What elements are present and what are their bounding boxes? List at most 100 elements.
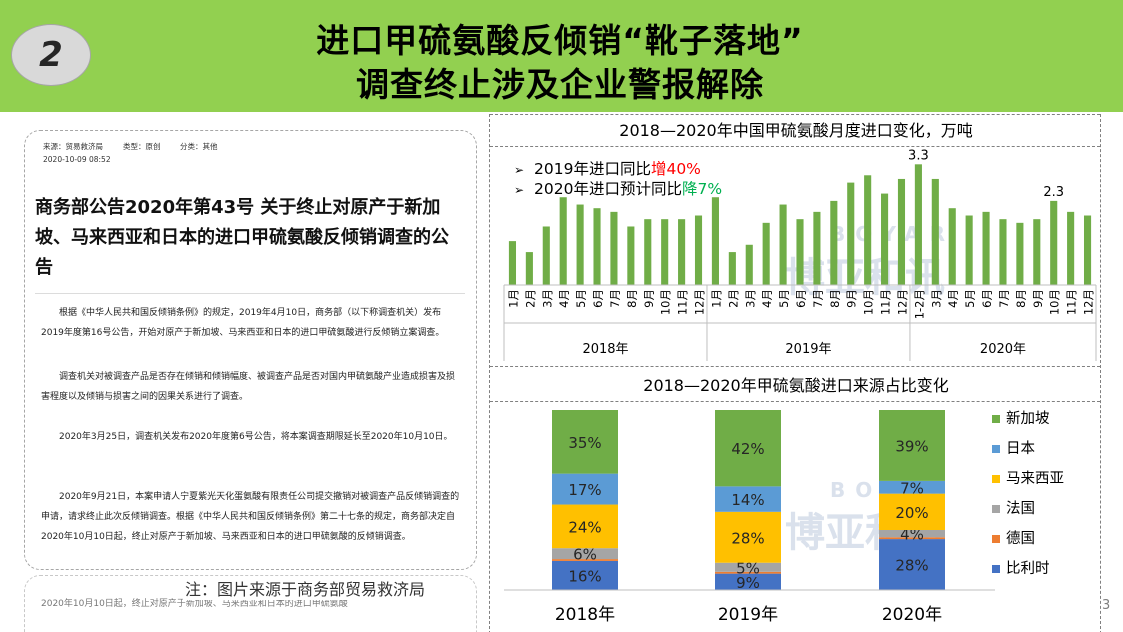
segment-data-label: 35% [568,434,601,452]
month-tick-label: 6月 [794,289,808,308]
month-tick-label: 9月 [642,289,656,308]
monthly-import-bar [711,197,719,285]
month-tick-label: 10月 [1048,289,1062,315]
segment-data-label: 14% [731,491,764,509]
month-tick-label: 11月 [1065,289,1079,315]
month-tick-label: 4月 [946,289,960,308]
stacked-segment [715,511,781,563]
monthly-import-bar [1050,200,1058,285]
stacked-segment [879,493,945,530]
doc-paragraph-2: 调查机关对被调查产品是否存在倾销和倾销幅度、被调查产品是否对国内甲硫氨酸产业造成… [41,372,456,402]
section-number-badge: 2 [11,24,91,86]
monthly-import-chart: 2019年进口同比增40% 2020年进口预计同比降7% 3.32.31月 2月 3… [503,148,1097,361]
monthly-import-bar [796,219,804,285]
bullet-arrow-icon: ➢ [514,183,524,197]
month-tick-label: 2月 [726,289,740,308]
stacked-segment [715,573,781,590]
monthly-import-bar [813,211,821,285]
monthly-import-bar [864,175,872,285]
segment-data-label: 9% [736,574,760,592]
segment-data-label: 16% [568,567,601,585]
year-group-label: 2019年 [785,342,831,357]
legend-label: 比利时 [1006,560,1050,577]
legend-swatch [992,445,1000,453]
monthly-import-bar [1016,222,1024,285]
monthly-import-bar [982,211,990,285]
monthly-import-bar [830,200,838,285]
page-title-line-1: 进口甲硫氨酸反倾销“靴子落地” [316,21,804,60]
doc-meta-date: 2020-10-09 08:52 [43,155,111,164]
import-source-share-chart: 16% 6% 24% 17% 35% 2018年 9%5% 28% 14% 42% 2019年 28%… [504,410,1064,625]
stacked-segment [552,560,618,590]
year-group-label: 2018年 [582,342,628,357]
monthly-import-bar [576,204,584,285]
monthly-import-bar [914,164,922,285]
monthly-import-bar [965,215,973,285]
stacked-segment [552,473,618,505]
month-tick-label: 12月 [693,289,707,315]
month-tick-label: 3月 [743,289,757,308]
stacked-segment [715,571,781,574]
doc-title: 商务部公告2020年第43号 关于终止对原产于新加坡、马来西亚和日本的进口甲硫氨… [35,197,449,278]
month-tick-label: 5月 [777,289,791,308]
legend-swatch [992,565,1000,573]
segment-data-label: 20% [895,504,928,522]
stacked-segment [552,548,618,560]
monthly-import-bar [999,219,1007,285]
monthly-import-bar [931,178,939,285]
stacked-segment [879,539,945,590]
announcement-screenshot: 来源：贸易救济局 类型：原创 分类：其他 2020-10-09 08:52 商务… [24,130,477,570]
month-tick-label: 4月 [760,289,774,308]
monthly-import-bar [881,193,889,285]
category-tick-label: 2019年 [718,605,778,625]
month-tick-label: 7月 [997,289,1011,308]
chart-top-border [490,114,1100,115]
bullet-2020-forecast: 2020年进口预计同比降7% [534,180,722,198]
month-tick-label: 8月 [828,289,842,308]
monthly-import-bar [508,241,517,285]
doc-meta-type: 类型：原创 [123,142,161,151]
category-tick-label: 2018年 [555,605,615,625]
monthly-import-bar [762,222,770,285]
stacked-segment [879,410,945,481]
category-tick-label: 2020年 [882,605,942,625]
legend-swatch [992,415,1000,423]
doc-divider [35,293,465,294]
month-tick-label: 1月 [709,289,723,308]
month-tick-label: 5月 [574,289,588,308]
bar-data-label: 2.3 [1043,185,1064,200]
month-tick-label: 8月 [1014,289,1028,308]
segment-data-label: 4% [900,526,924,544]
monthly-import-bar [948,208,956,285]
month-tick-label: 9月 [1031,289,1045,308]
doc-paragraph-1: 根据《中华人民共和国反倾销条例》的规定，2019年4月10日，商务部（以下称调查… [41,308,445,338]
doc-paragraph-4: 2020年9月21日，本案申请人宁夏紫光天化蛋氨酸有限责任公司提交撤销对被调查产… [41,492,460,542]
segment-data-label: 28% [895,557,928,575]
segment-data-label: 6% [573,546,597,564]
month-tick-label: 7月 [608,289,622,308]
chart2-title: 2018—2020年甲硫氨酸进口来源占比变化 [643,376,949,395]
month-tick-label: 12月 [895,289,909,315]
monthly-import-bar [661,219,669,285]
month-tick-label: 1-2月 [912,289,926,319]
legend-swatch [992,535,1000,543]
monthly-import-bar [728,252,736,285]
stacked-segment [552,559,618,561]
month-tick-label: 4月 [557,289,571,308]
stacked-segment [552,410,618,474]
monthly-import-bar [542,226,550,285]
monthly-import-bar [610,211,618,285]
monthly-import-bar [1033,219,1041,285]
doc-meta-category: 分类：其他 [180,142,218,151]
monthly-import-bar [694,215,703,285]
month-tick-label: 10月 [862,289,876,315]
monthly-import-bar [847,182,855,285]
stacked-segment [715,410,781,487]
legend-label: 马来西亚 [1006,470,1064,487]
page-title-line-2: 调查终止涉及企业警报解除 [356,65,764,104]
month-tick-label: 3月 [929,289,943,308]
bullet-arrow-icon: ➢ [514,163,524,177]
monthly-import-bar [897,178,906,285]
chart-panel-separator [490,366,1100,367]
monthly-import-bar [779,204,787,285]
